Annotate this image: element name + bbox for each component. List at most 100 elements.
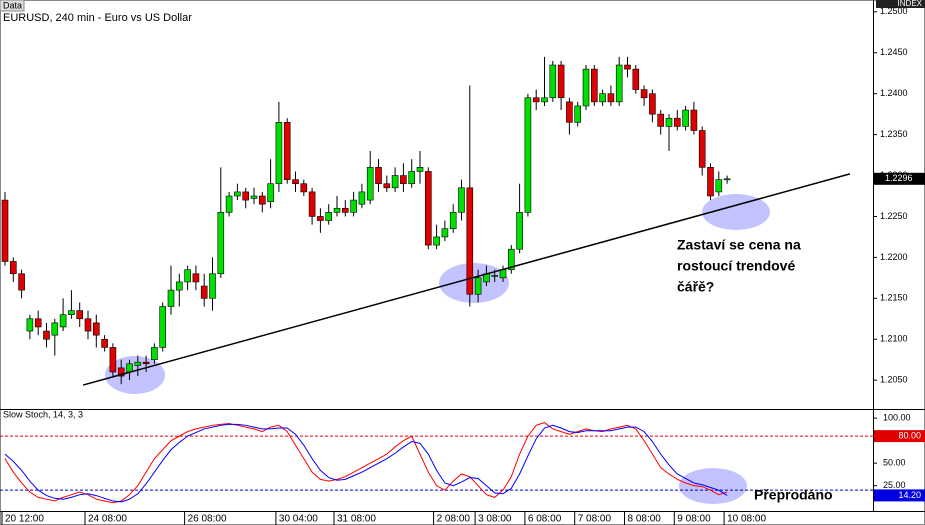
- candle-body: [325, 212, 333, 221]
- candle-body: [707, 167, 714, 197]
- x-tick-label: 2 08:00: [437, 514, 471, 525]
- candle-body: [615, 64, 623, 103]
- candle-body: [317, 216, 324, 221]
- value-marker: [874, 489, 925, 502]
- candle-body: [209, 273, 216, 299]
- candle-body: [176, 281, 183, 291]
- x-tick-label: 24 08:00: [88, 514, 127, 525]
- x-tick-label: 30 04:00: [279, 514, 318, 525]
- trendline: [82, 173, 851, 386]
- highlight: [679, 468, 747, 504]
- candle-body: [350, 199, 357, 213]
- y-tick-label: 1.2450: [880, 47, 908, 57]
- candle-body: [549, 64, 557, 99]
- candle-body: [159, 306, 166, 348]
- y-tick-label: 50.00: [883, 458, 906, 468]
- candle-body: [366, 167, 374, 201]
- candle-body: [142, 361, 150, 365]
- candle-body: [499, 269, 507, 279]
- candle-body: [649, 93, 656, 115]
- candle-body: [375, 167, 382, 185]
- x-tick-label: 9 08:00: [677, 514, 711, 525]
- y-tick-label: 25.00: [883, 480, 906, 490]
- candle-body: [524, 97, 532, 213]
- annotation: Přeprodáno: [754, 487, 833, 503]
- candle-body: [391, 175, 399, 189]
- candle-body: [400, 175, 407, 185]
- candle-body: [26, 318, 34, 332]
- candle-body: [682, 109, 689, 127]
- annotation: Zastaví se cena na: [677, 237, 801, 253]
- candle-body: [383, 183, 391, 189]
- value-marker: [874, 430, 925, 443]
- candle-body: [250, 195, 258, 199]
- candle-body: [541, 97, 548, 103]
- candle-body: [640, 89, 648, 99]
- candle-body: [657, 113, 665, 127]
- candle-body: [51, 322, 59, 336]
- candle-body: [466, 187, 474, 295]
- candle-body: [449, 212, 457, 230]
- candle-body: [68, 310, 75, 315]
- x-tick-label: 20 12:00: [5, 514, 44, 525]
- candle-body: [582, 68, 590, 107]
- candle-body: [690, 109, 698, 131]
- tab-label: Data: [3, 0, 22, 10]
- last-price-box: [874, 172, 925, 185]
- y-tick-label: 1.2400: [880, 88, 908, 98]
- y-tick-label: 1.2050: [880, 375, 908, 385]
- candle-body: [242, 191, 249, 201]
- candle-body: [234, 191, 241, 197]
- candle-body: [275, 122, 283, 185]
- y-tick-label: 1.2150: [880, 293, 908, 303]
- candle-body: [723, 178, 731, 181]
- candle-body: [1, 199, 9, 262]
- y-tick-label: 1.2500: [880, 6, 908, 16]
- highlight: [105, 356, 165, 394]
- x-tick-label: 10 08:00: [727, 514, 766, 525]
- candle-body: [673, 117, 681, 127]
- candle-body: [665, 117, 673, 127]
- candle-body: [283, 122, 291, 180]
- candle-body: [258, 195, 266, 205]
- candle-body: [474, 277, 482, 295]
- candle-body: [93, 322, 100, 336]
- axis-title-box: [876, 0, 925, 8]
- y-tick-label: 1.2100: [880, 334, 908, 344]
- candle-body: [607, 93, 615, 103]
- candle-body: [134, 361, 142, 366]
- candle-body: [599, 93, 606, 103]
- candle-body: [624, 64, 631, 70]
- candle-body: [200, 285, 208, 299]
- chart-title: EURUSD, 240 min - Euro vs US Dollar: [3, 12, 192, 24]
- y-tick-label: 1.2250: [880, 211, 908, 221]
- candle-body: [34, 318, 42, 328]
- candle-body: [192, 273, 200, 283]
- stoch-line: [4, 423, 728, 503]
- candle-body: [267, 183, 274, 203]
- y-tick-label: 1.2350: [880, 129, 908, 139]
- highlight: [439, 263, 509, 303]
- value-marker-label: 80.00: [898, 431, 921, 441]
- candle-body: [590, 68, 598, 103]
- candle-body: [441, 228, 449, 238]
- candle-body: [358, 191, 366, 205]
- candle-body: [341, 207, 349, 213]
- candle-body: [308, 191, 316, 217]
- candle-body: [557, 64, 565, 99]
- candle-body: [333, 207, 341, 213]
- candle-body: [491, 275, 499, 277]
- y-tick-label: 100.00: [883, 412, 911, 422]
- candle-body: [10, 261, 17, 275]
- annotation: čářě?: [677, 279, 714, 295]
- candle-body: [126, 363, 133, 373]
- candle-body: [151, 347, 158, 361]
- candle-body: [18, 273, 25, 291]
- candle-body: [566, 101, 573, 123]
- candle-body: [300, 183, 308, 193]
- candle-body: [715, 179, 723, 193]
- last-price-label: 1.2296: [885, 173, 913, 183]
- candle-body: [424, 171, 432, 246]
